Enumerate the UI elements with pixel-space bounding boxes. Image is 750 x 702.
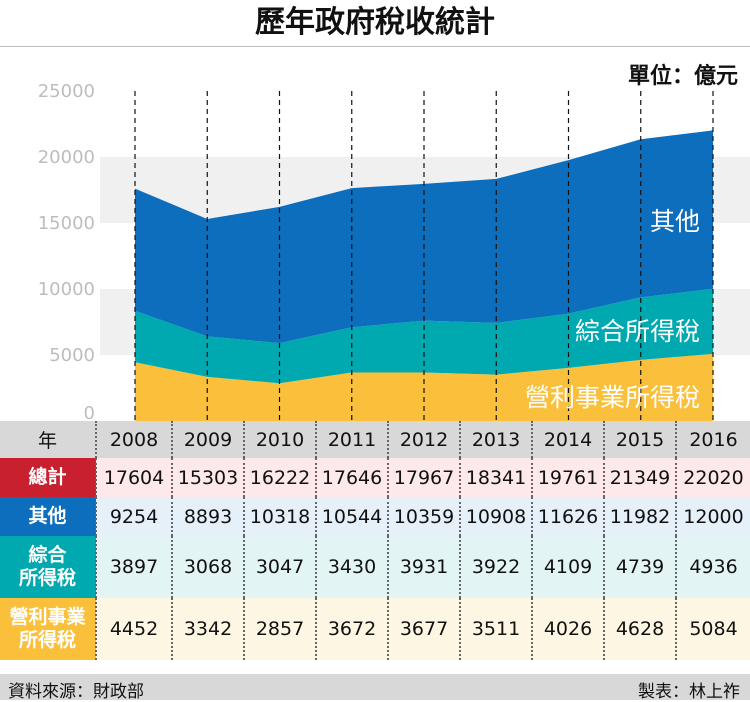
value-cell: 4739 [603, 536, 676, 598]
row-header-text: 所得稅 [18, 567, 76, 589]
series-label: 營利事業所得稅 [525, 383, 700, 412]
value-cell: 9254 [95, 497, 172, 536]
y-tick-label: 10000 [38, 279, 95, 300]
row-header-total: 總計 [0, 458, 96, 497]
table-header-row: 年 2008 2009 2010 2011 2012 2013 2014 2015 2016 [0, 421, 750, 458]
source-note: 資料來源：財政部 [8, 682, 144, 702]
value-cell: 10544 [315, 497, 388, 536]
y-tick-label: 15000 [38, 213, 95, 234]
value-cell: 3342 [171, 598, 244, 660]
year-cell: 2008 [95, 421, 172, 458]
value-cell: 10359 [387, 497, 460, 536]
value-cell: 3677 [387, 598, 460, 660]
value-cell: 8893 [171, 497, 244, 536]
value-cell: 10318 [243, 497, 316, 536]
row-header-text: 總計 [28, 466, 67, 488]
year-cell: 2016 [675, 421, 750, 458]
series-label: 其他 [650, 207, 700, 236]
title-divider [0, 46, 750, 47]
year-cell: 2012 [387, 421, 460, 458]
footer-bar: 資料來源：財政部 製表：林上祚 [0, 674, 750, 702]
row-header-comp: 綜合 所得稅 [0, 536, 96, 598]
value-cell: 17604 [95, 458, 172, 497]
value-cell: 4936 [675, 536, 750, 598]
value-cell: 11982 [603, 497, 676, 536]
year-cell: 2015 [603, 421, 676, 458]
table-row: 營利事業 所得稅 4452 3342 2857 3672 3677 3511 4026 4628 5… [0, 598, 750, 660]
value-cell: 5084 [675, 598, 750, 660]
value-cell: 4109 [531, 536, 604, 598]
value-cell: 22020 [675, 458, 750, 497]
value-cell: 18341 [459, 458, 532, 497]
value-cell: 12000 [675, 497, 750, 536]
row-header-text: 綜合 [28, 544, 67, 566]
year-cell: 2013 [459, 421, 532, 458]
y-tick-label: 0 [84, 403, 95, 421]
value-cell: 4452 [95, 598, 172, 660]
value-cell: 3068 [171, 536, 244, 598]
value-cell: 3430 [315, 536, 388, 598]
value-cell: 10908 [459, 497, 532, 536]
value-cell: 3511 [459, 598, 532, 660]
y-tick-label: 25000 [38, 81, 95, 102]
y-tick-label: 20000 [38, 147, 95, 168]
value-cell: 17967 [387, 458, 460, 497]
value-cell: 3672 [315, 598, 388, 660]
value-cell: 16222 [243, 458, 316, 497]
value-cell: 3897 [95, 536, 172, 598]
value-cell: 3922 [459, 536, 532, 598]
y-tick-label: 5000 [49, 345, 95, 366]
value-cell: 17646 [315, 458, 388, 497]
data-table: 年 2008 2009 2010 2011 2012 2013 2014 2015 2016 總計 1… [0, 421, 750, 660]
value-cell: 3931 [387, 536, 460, 598]
unit-label: 單位：億元 [627, 64, 738, 89]
row-header-text: 其他 [28, 505, 67, 527]
value-cell: 4026 [531, 598, 604, 660]
chart-title: 歷年政府稅收統計 [255, 5, 495, 40]
value-cell: 2857 [243, 598, 316, 660]
year-cell: 2011 [315, 421, 388, 458]
year-cell: 2014 [531, 421, 604, 458]
row-header-text: 營利事業 [9, 606, 86, 628]
row-header-other: 其他 [0, 497, 96, 536]
year-cell: 2009 [171, 421, 244, 458]
value-cell: 21349 [603, 458, 676, 497]
value-cell: 4628 [603, 598, 676, 660]
stacked-area-chart: 0 5000 10000 15000 20000 25000 營利事業所得稅 綜合所得稅 其他 [38, 81, 750, 421]
value-cell: 15303 [171, 458, 244, 497]
series-label: 綜合所得稅 [575, 317, 700, 346]
row-header-corp: 營利事業 所得稅 [0, 598, 96, 660]
table-row: 綜合 所得稅 3897 3068 3047 3430 3931 3922 4109 4739 493… [0, 536, 750, 598]
author-note: 製表：林上祚 [638, 682, 740, 702]
value-cell: 11626 [531, 497, 604, 536]
year-cell: 2010 [243, 421, 316, 458]
value-cell: 19761 [531, 458, 604, 497]
table-row: 其他 9254 8893 10318 10544 10359 10908 11626 11982… [0, 497, 750, 536]
row-header-text: 所得稅 [18, 629, 76, 651]
table-row: 總計 17604 15303 16222 17646 17967 18341 19761 213… [0, 458, 750, 497]
value-cell: 3047 [243, 536, 316, 598]
year-header-cell: 年 [0, 421, 96, 458]
